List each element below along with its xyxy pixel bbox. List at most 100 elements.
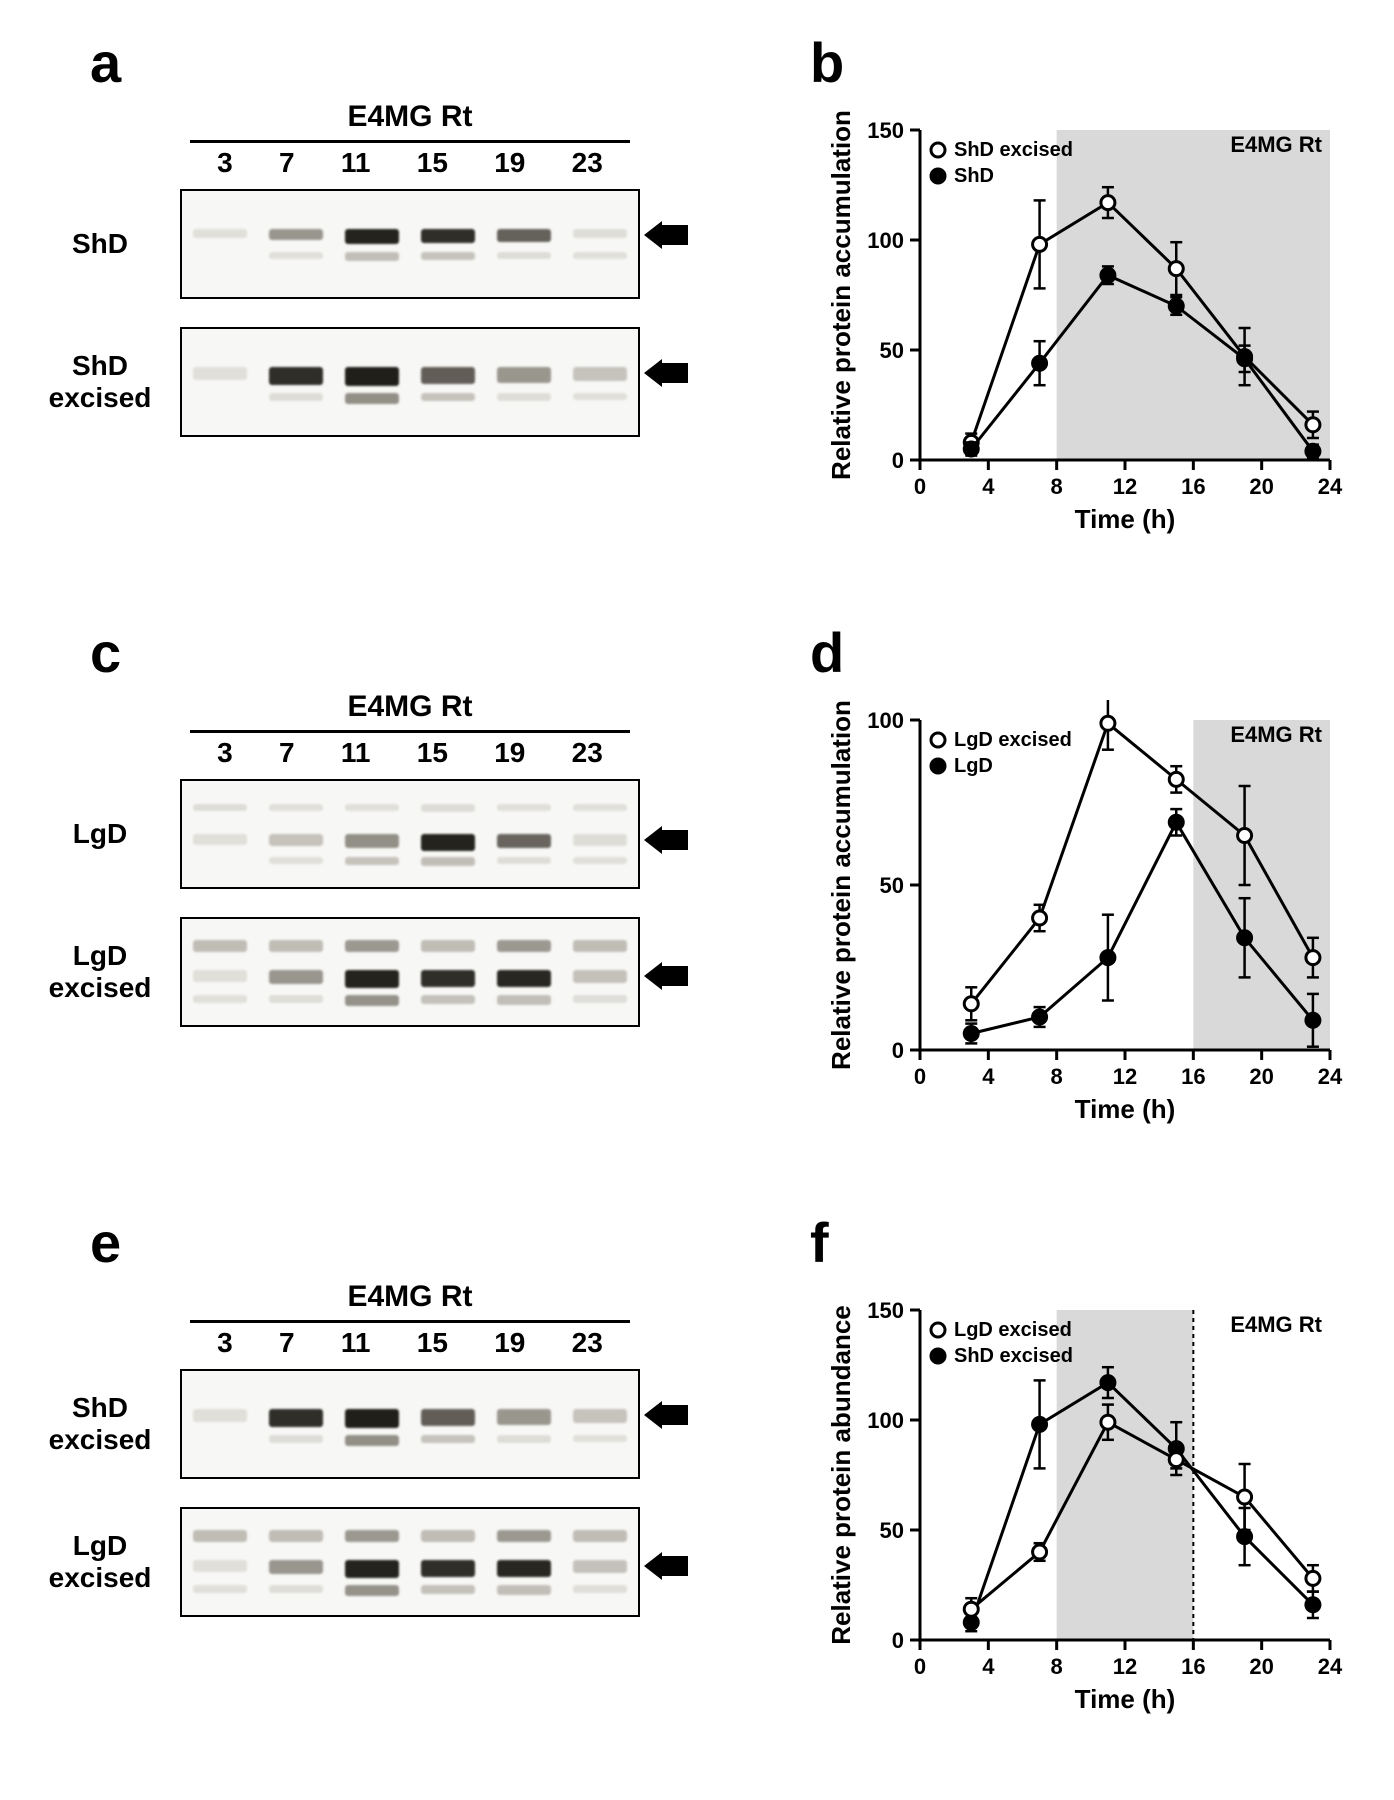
blot-band [573,1560,628,1573]
arrow-icon [644,826,688,854]
blot-strip [180,917,640,1027]
data-marker [1169,815,1183,829]
blot-lane-labels: 3711151923 [180,147,640,189]
blot-title: E4MG Rt [180,1280,640,1314]
blot-band [193,995,248,1003]
panel-f: f04812162024050100150Time (h)Relative pr… [750,1220,1370,1760]
blot-band [497,834,552,848]
blot-band [345,252,400,260]
data-marker [1238,1490,1252,1504]
x-tick-label: 8 [1051,1654,1063,1679]
blot-band [421,804,476,811]
blot-band [573,1530,628,1542]
blot-row-label: ShDexcised [30,350,170,414]
data-marker [1169,299,1183,313]
blot-band [269,940,324,952]
blot-row-label: LgD [30,818,170,850]
x-tick-label: 12 [1113,474,1137,499]
blot-band [573,229,628,238]
data-marker [1101,1376,1115,1390]
blot-band [269,1585,324,1593]
blot-band [573,252,628,258]
blot-row: LgD [180,779,640,889]
blot-band [345,995,400,1006]
data-marker [1033,1545,1047,1559]
blot-band [269,970,324,985]
blot-band [193,367,248,380]
blot-band [345,1435,400,1446]
data-marker [1238,352,1252,366]
x-axis-title: Time (h) [1075,1094,1176,1124]
blot-band [345,367,400,386]
blot-band [421,252,476,260]
blot-band [269,229,324,240]
blot-row-label: ShD [30,228,170,260]
blot-band [497,857,552,864]
data-marker [1033,1010,1047,1024]
y-tick-label: 50 [880,873,904,898]
arrow-icon [644,359,688,387]
blot-row: ShDexcised [180,327,640,437]
data-marker [1169,262,1183,276]
corner-label: E4MG Rt [1230,132,1322,157]
data-marker [964,1602,978,1616]
data-marker [964,1027,978,1041]
legend-marker [931,1349,945,1363]
x-tick-label: 24 [1318,474,1343,499]
blot-band [269,834,324,846]
blot-band [573,804,628,811]
blot-lane-labels: 3711151923 [180,1327,640,1369]
lane-label: 15 [417,737,448,769]
panel-letter: a [90,30,121,95]
lane-label: 23 [572,1327,603,1359]
data-marker [1033,911,1047,925]
legend-label: ShD excised [954,139,1073,161]
blot-band [573,367,628,381]
legend-marker [931,169,945,183]
blot-band [269,1409,324,1427]
blot-band [421,1409,476,1426]
data-marker [1101,196,1115,210]
data-marker [964,442,978,456]
chart: 04812162024050100150Time (h)Relative pro… [830,110,1350,540]
blot-strip [180,1369,640,1479]
y-tick-label: 100 [867,1408,904,1433]
blot-row: ShDexcised [180,1369,640,1479]
blot-band [573,995,628,1003]
y-tick-label: 0 [892,1628,904,1653]
blot-band [345,804,400,811]
blot-band [497,393,552,401]
blot-rule [190,1320,630,1323]
arrow-icon [644,1552,688,1580]
blot-band [345,970,400,988]
data-marker [1033,237,1047,251]
y-axis-title: Relative protein accumulation [830,700,856,1070]
blot-band [497,367,552,383]
blot-band [345,940,400,952]
x-tick-label: 8 [1051,474,1063,499]
blot-band [345,1585,400,1596]
blot-band [345,1560,400,1578]
x-tick-label: 0 [914,1064,926,1089]
blot-band [421,1435,476,1444]
x-tick-label: 4 [982,1654,995,1679]
arrow-icon [644,221,688,249]
blot-band [345,393,400,404]
panel-letter: f [810,1210,829,1275]
data-marker [1306,1013,1320,1027]
y-tick-label: 50 [880,338,904,363]
lane-label: 15 [417,147,448,179]
data-marker [1101,1415,1115,1429]
blot-band [421,1585,476,1594]
blot-band [497,804,552,811]
blot-band [269,367,324,385]
blot-strip [180,779,640,889]
blot-band [345,1409,400,1428]
lane-label: 7 [279,737,295,769]
blot-band [421,940,476,952]
blot-band [421,1530,476,1542]
lane-label: 23 [572,147,603,179]
y-axis-title: Relative protein accumulation [830,110,856,480]
blot-band [193,1585,248,1593]
blot-band [421,367,476,384]
